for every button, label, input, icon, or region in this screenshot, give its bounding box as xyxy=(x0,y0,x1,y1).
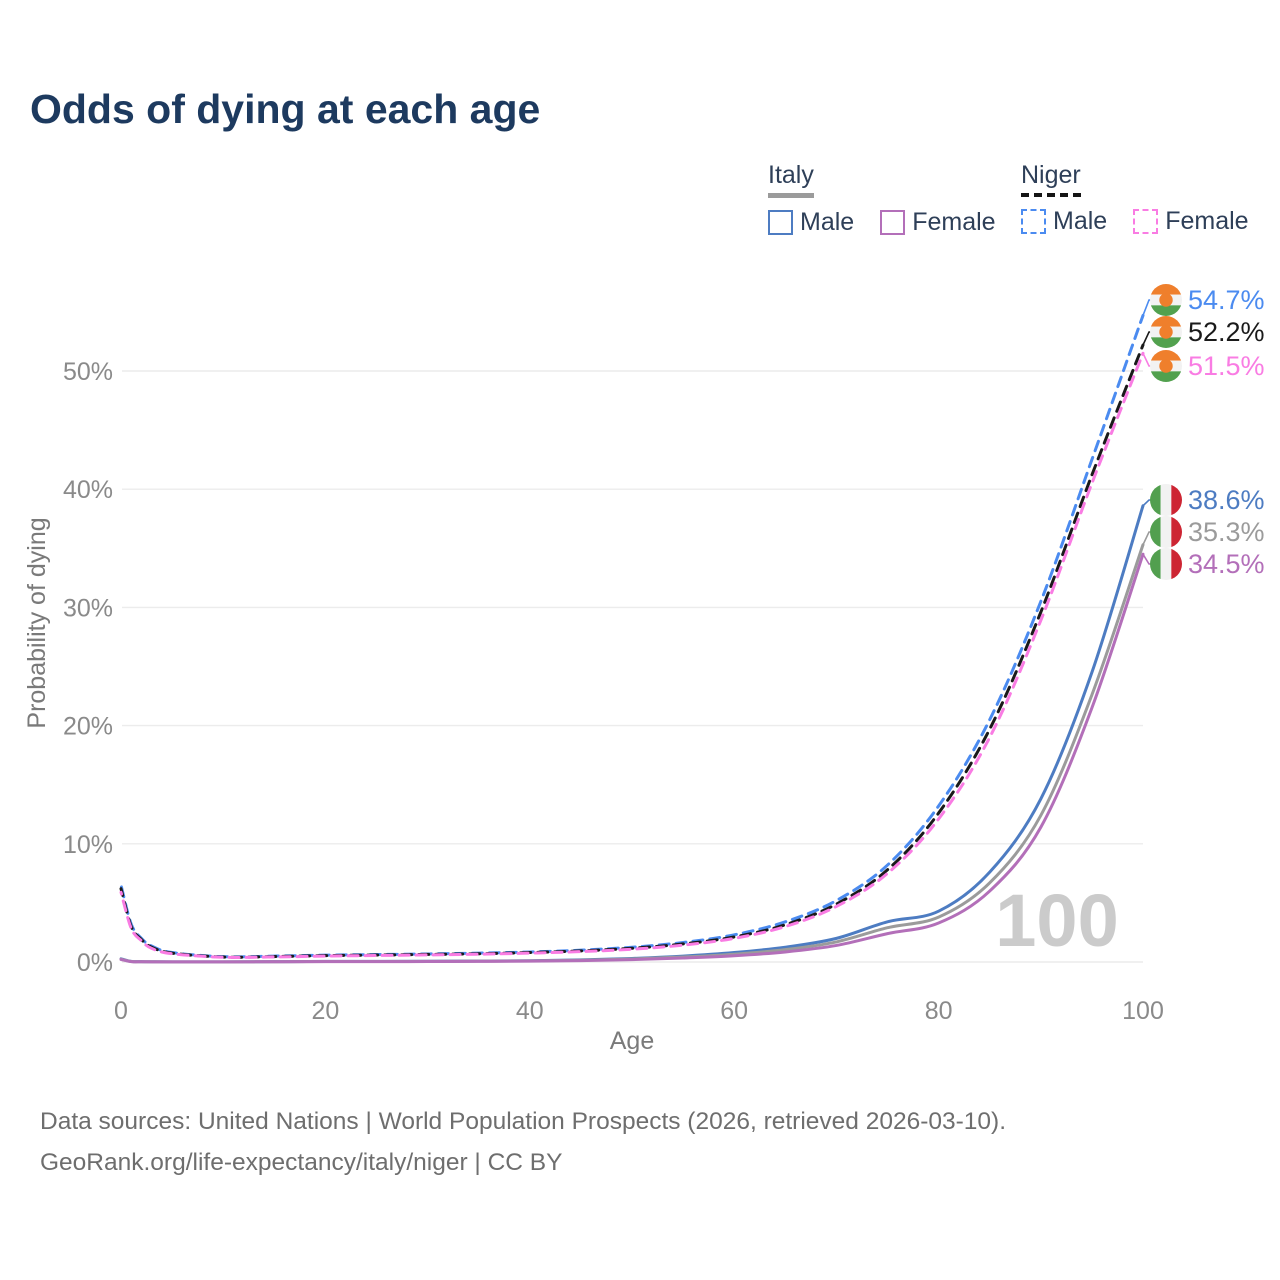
legend-item-label: Male xyxy=(1053,207,1108,235)
x-tick-label: 80 xyxy=(925,997,953,1025)
series-line-italy-male xyxy=(119,504,1145,964)
series-line-niger-male xyxy=(119,313,1145,959)
legend-item-italy-male[interactable]: Male xyxy=(768,208,854,237)
legend-item-italy-female[interactable]: Female xyxy=(880,208,996,237)
y-axis-tick-labels: 0% 10% 20% 30% 40% 50% xyxy=(63,358,113,977)
end-label-italy-male: 38.6% xyxy=(1142,484,1265,516)
italy-male-line-swatch-icon xyxy=(768,210,793,235)
y-axis-title: Probability of dying xyxy=(23,517,51,728)
y-tick-label: 10% xyxy=(63,831,113,859)
italy-flag-icon xyxy=(1150,548,1182,580)
end-label-value: 51.5% xyxy=(1188,351,1265,381)
end-label-value: 52.2% xyxy=(1188,317,1265,347)
legend: Italy Male Female Niger Male Female xyxy=(0,161,1280,251)
current-age-watermark: 100 xyxy=(995,879,1118,962)
x-tick-label: 100 xyxy=(1122,997,1164,1025)
legend-item-label: Male xyxy=(800,208,855,236)
x-tick-label: 20 xyxy=(311,997,339,1025)
legend-item-label: Female xyxy=(1165,207,1249,235)
x-tick-label: 40 xyxy=(516,997,544,1025)
legend-country-niger: Niger xyxy=(1021,161,1081,197)
end-label-value: 34.5% xyxy=(1188,549,1265,579)
y-tick-label: 0% xyxy=(77,949,113,977)
x-axis-title: Age xyxy=(610,1027,654,1055)
y-tick-label: 20% xyxy=(63,713,113,741)
niger-flag-icon xyxy=(1150,350,1182,382)
italy-female-line-swatch-icon xyxy=(880,210,906,235)
niger-flag-icon xyxy=(1150,316,1182,348)
footer-attribution: GeoRank.org/life-expectancy/italy/niger … xyxy=(40,1149,563,1176)
legend-country-italy: Italy xyxy=(768,161,814,198)
series-line-italy-female xyxy=(119,552,1145,964)
y-tick-label: 30% xyxy=(63,594,113,622)
series-line-niger-female xyxy=(119,351,1145,959)
end-label-niger-both: 52.2% xyxy=(1142,316,1265,348)
footer-data-sources: Data sources: United Nations | World Pop… xyxy=(40,1108,1007,1135)
end-label-italy-both: 35.3% xyxy=(1142,516,1265,548)
end-label-niger-female: 51.5% xyxy=(1142,350,1265,382)
y-tick-label: 40% xyxy=(63,476,113,504)
page-title: Odds of dying at each age xyxy=(30,86,541,132)
end-label-value: 38.6% xyxy=(1188,485,1265,515)
x-tick-label: 0 xyxy=(114,997,128,1025)
italy-flag-icon xyxy=(1150,484,1182,516)
legend-item-label: Female xyxy=(912,208,996,236)
niger-male-line-swatch-icon xyxy=(1021,209,1046,234)
italy-flag-icon xyxy=(1150,516,1182,548)
niger-female-line-swatch-icon xyxy=(1133,209,1159,234)
x-tick-label: 60 xyxy=(720,997,748,1025)
series-line-niger-both xyxy=(119,343,1145,959)
series-end-labels: 54.7%52.2% 51.5% 38.6%35.3%34.5% xyxy=(1142,284,1265,580)
end-label-value: 54.7% xyxy=(1188,285,1265,315)
legend-group-italy: Italy Male Female xyxy=(768,161,996,237)
legend-item-niger-female[interactable]: Female xyxy=(1133,207,1249,236)
end-label-niger-male: 54.7% xyxy=(1142,284,1265,316)
legend-group-niger: Niger Male Female xyxy=(1021,161,1249,236)
niger-flag-icon xyxy=(1150,284,1182,316)
footer: Data sources: United Nations | World Pop… xyxy=(40,1101,1006,1183)
legend-item-niger-male[interactable]: Male xyxy=(1021,207,1107,236)
end-label-italy-female: 34.5% xyxy=(1142,548,1265,580)
x-axis-tick-labels: 0 20 40 60 80 100 xyxy=(114,997,1164,1025)
end-label-value: 35.3% xyxy=(1188,517,1265,547)
series-curves xyxy=(119,313,1145,964)
y-tick-label: 50% xyxy=(63,358,113,386)
